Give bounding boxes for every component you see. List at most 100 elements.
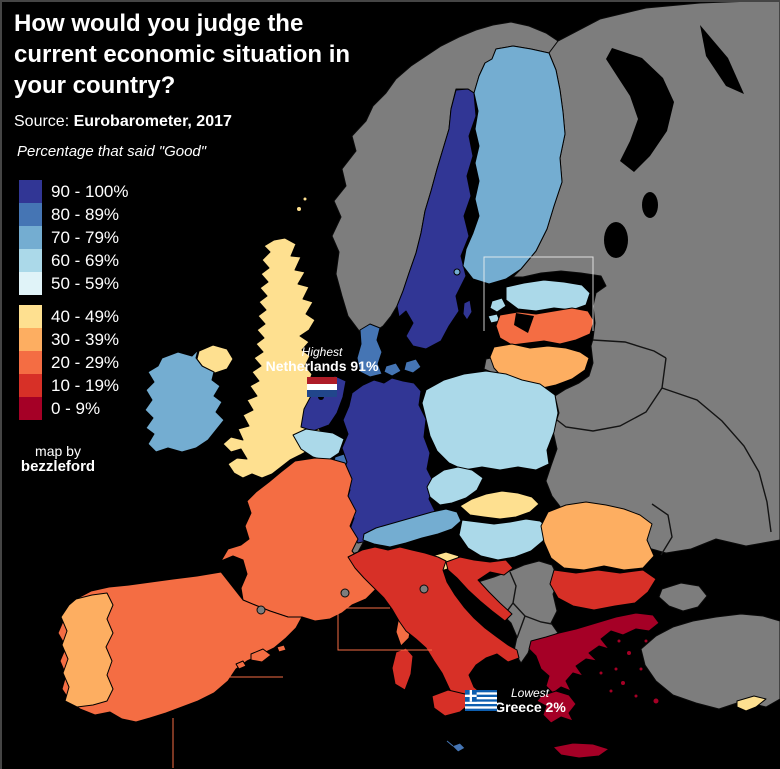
country-great-britain — [222, 237, 322, 479]
legend-group-gap — [19, 295, 129, 305]
legend-label: 0 - 9% — [51, 398, 101, 418]
legend-swatch-40-49 — [19, 305, 42, 328]
legend-label: 70 - 79% — [51, 227, 120, 247]
legend-swatch-10-19 — [19, 374, 42, 397]
annotation-highest-label: Highest — [301, 345, 343, 359]
island-zealand — [403, 358, 422, 374]
country-turkey — [640, 613, 780, 710]
legend-label: 90 - 100% — [51, 181, 129, 201]
country-greece — [528, 612, 660, 694]
legend: 90 - 100% 80 - 89% 70 - 79% 60 - 69% 50 … — [19, 180, 129, 420]
aegean-islands — [598, 638, 660, 705]
legend-label: 20 - 29% — [51, 352, 120, 372]
image-left-border — [0, 0, 2, 769]
country-turkey-europe — [658, 582, 708, 612]
title-line-1: How would you judge the — [14, 10, 304, 37]
legend-swatch-50-59 — [19, 272, 42, 295]
country-san-marino — [419, 584, 429, 594]
island-mallorca — [250, 648, 272, 663]
country-estonia — [505, 279, 591, 312]
netherlands-flag — [307, 377, 337, 397]
country-italy — [347, 546, 520, 712]
source-line: Source: Eurobarometer, 2017 — [14, 113, 232, 131]
legend-label: 60 - 69% — [51, 250, 120, 270]
country-czechia — [426, 466, 484, 506]
legend-swatch-20-29 — [19, 351, 42, 374]
legend-row: 50 - 59% — [19, 272, 129, 295]
island-menorca — [276, 644, 287, 653]
country-hungary — [458, 518, 550, 561]
annotation-highest: Highest Netherlands 91% — [257, 345, 387, 397]
island-gotland — [462, 299, 473, 321]
legend-row: 90 - 100% — [19, 180, 129, 203]
white-sea — [606, 48, 674, 172]
border-moldova — [651, 503, 673, 556]
title-line-2: current economic situation in — [14, 41, 351, 68]
country-malta — [451, 742, 466, 753]
lake-onega — [642, 192, 658, 218]
credit-line-2: bezzleford — [20, 458, 96, 475]
peloponnese — [536, 690, 577, 724]
lake-ladoga — [604, 222, 628, 258]
country-portugal — [60, 592, 114, 708]
legend-row: 60 - 69% — [19, 249, 129, 272]
legend-row: 0 - 9% — [19, 397, 129, 420]
legend-row: 80 - 89% — [19, 203, 129, 226]
source-value: Eurobarometer, 2017 — [73, 113, 232, 130]
border-ukraine-russia — [661, 387, 772, 533]
gulf-of-riga — [514, 313, 534, 333]
barents-inlet — [700, 25, 744, 94]
legend-row: 20 - 29% — [19, 351, 129, 374]
country-finland — [462, 45, 566, 285]
baltic-callout-box — [483, 256, 594, 331]
source-label: Source: — [14, 113, 70, 130]
legend-swatch-70-79 — [19, 226, 42, 249]
legend-label: 40 - 49% — [51, 306, 120, 326]
title-line-3: your country? — [14, 72, 176, 99]
country-romania — [540, 501, 655, 571]
annotation-lowest-label: Lowest — [510, 686, 550, 700]
country-slovakia — [459, 490, 540, 520]
legend-label: 10 - 19% — [51, 375, 120, 395]
country-monaco — [340, 588, 350, 598]
country-poland — [421, 370, 559, 471]
country-spain — [57, 571, 303, 723]
country-belgium — [292, 428, 345, 462]
legend-row: 70 - 79% — [19, 226, 129, 249]
nl-flag-blue-stripe — [307, 390, 337, 397]
island-funen — [383, 362, 402, 377]
island-sardinia — [391, 647, 414, 691]
country-bulgaria — [549, 569, 657, 611]
greece-flag — [465, 690, 497, 711]
border-bosnia-serbia — [504, 571, 517, 615]
island-aland — [453, 268, 461, 276]
nl-flag-white-stripe — [307, 383, 337, 391]
country-austria — [362, 508, 462, 548]
annotation-lowest: Lowest Greece 2% — [465, 686, 595, 714]
nl-flag-red-stripe — [307, 377, 337, 384]
country-croatia — [445, 556, 514, 622]
annotation-highest-value: Netherlands 91% — [265, 358, 379, 374]
island-ibiza — [235, 660, 247, 670]
legend-swatch-60-69 — [19, 249, 42, 272]
border-serbia-macedonia — [524, 615, 553, 625]
country-sweden — [396, 88, 477, 350]
legend-row: 40 - 49% — [19, 305, 129, 328]
island-saaremaa — [489, 297, 507, 313]
annotation-lowest-value: Greece 2% — [494, 699, 566, 715]
country-cyprus — [736, 695, 767, 712]
credit-line-1: map by — [35, 443, 81, 459]
legend-row: 10 - 19% — [19, 374, 129, 397]
legend-label: 50 - 59% — [51, 273, 120, 293]
legend-swatch-0-9 — [19, 397, 42, 420]
malta-connector-line — [446, 740, 454, 747]
legend-row: 30 - 39% — [19, 328, 129, 351]
page-title: How would you judge the current economic… — [14, 8, 464, 101]
island-crete — [552, 742, 610, 759]
island-shetland-2 — [302, 196, 308, 202]
country-andorra — [256, 605, 266, 615]
country-ireland — [144, 349, 225, 453]
country-denmark — [356, 323, 383, 378]
corsica-callout-box — [337, 607, 432, 651]
